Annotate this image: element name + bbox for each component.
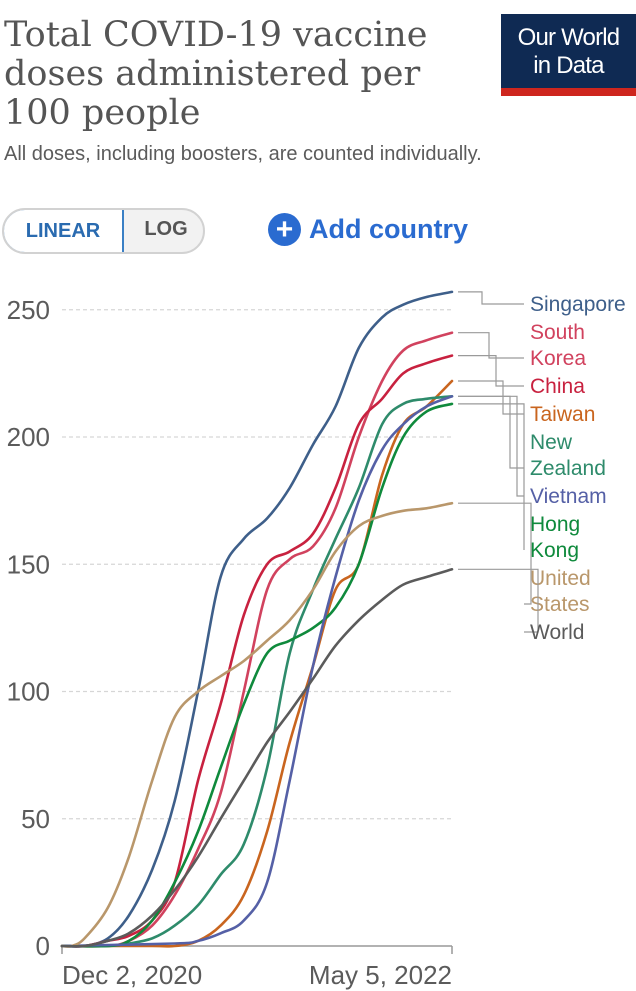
y-tick-label: 100 [7,677,50,707]
legend-label: Hong [530,513,580,536]
legend-label: Kong [530,539,579,562]
series-line-hong-kong [60,402,454,948]
logo-line-2: in Data [533,52,604,79]
x-tick-label: May 5, 2022 [309,960,452,990]
legend-label: Taiwan [530,403,595,426]
legend-connector [458,291,524,305]
legend-connector [458,395,524,497]
legend-item-china: China [458,355,585,398]
grid-lines [62,309,452,820]
series-line-taiwan [60,379,454,948]
legend-label: Vietnam [530,485,607,508]
legend-label: Singapore [530,293,626,316]
legend-label: Zealand [530,457,606,480]
series-line-singapore [60,290,454,948]
owid-logo[interactable]: Our World in Data [501,14,636,96]
x-tick-label: Dec 2, 2020 [62,960,202,990]
series-line-vietnam [60,395,454,948]
legend-label: World [530,621,584,644]
linear-scale-button[interactable]: LINEAR [4,210,124,252]
series-line-world [60,568,454,948]
legend-connector [458,395,524,469]
plus-circle-icon: + [268,212,301,246]
series-lines [60,290,454,948]
legend-item-vietnam: Vietnam [458,395,607,508]
logo-line-1: Our World [517,24,621,51]
legend-label: New [530,431,573,454]
y-tick-label: 50 [21,804,50,834]
legend-label: Korea [530,347,586,370]
legend-item-singapore: Singapore [458,291,626,316]
add-country-label: Add country [309,213,468,244]
scale-toggle: LINEAR LOG [2,208,205,254]
series-line-new-zealand [60,395,454,948]
legend-connector [458,502,532,605]
log-scale-button[interactable]: LOG [144,218,188,240]
legend-connector [458,568,539,633]
y-axis-ticks: 0 50 100 150 200 250 [7,295,50,961]
legend-item-united-states: United States [458,502,591,616]
legend-label: South [530,321,585,344]
series-line-united-states [60,501,454,948]
legend-item-taiwan: Taiwan [458,380,595,426]
add-country-button[interactable]: + Add country [268,210,468,248]
chart-subtitle: All doses, including boosters, are count… [4,143,482,165]
series-line-south-korea [60,331,454,948]
chart-title: Total COVID-19 vaccine doses administere… [4,15,428,133]
x-axis: Dec 2, 2020 May 5, 2022 [61,945,453,990]
legend-item-south-korea: South Korea [458,321,586,370]
legend-connector [458,332,524,359]
legend-connector [458,403,525,550]
series-line-china [60,354,454,948]
y-tick-label: 250 [7,295,50,325]
legend: Singapore South Korea China Taiwan New Zealand… [458,291,626,644]
y-tick-label: 200 [7,422,50,452]
legend-connector [458,380,524,415]
legend-item-world: World [458,568,584,644]
legend-item-hong-kong: Hong Kong [458,403,580,562]
y-tick-label: 150 [7,549,50,579]
legend-label: States [530,593,590,616]
y-tick-label: 0 [36,931,50,961]
legend-label: China [530,375,585,398]
legend-label: United [530,567,591,590]
legend-connector [458,355,524,387]
